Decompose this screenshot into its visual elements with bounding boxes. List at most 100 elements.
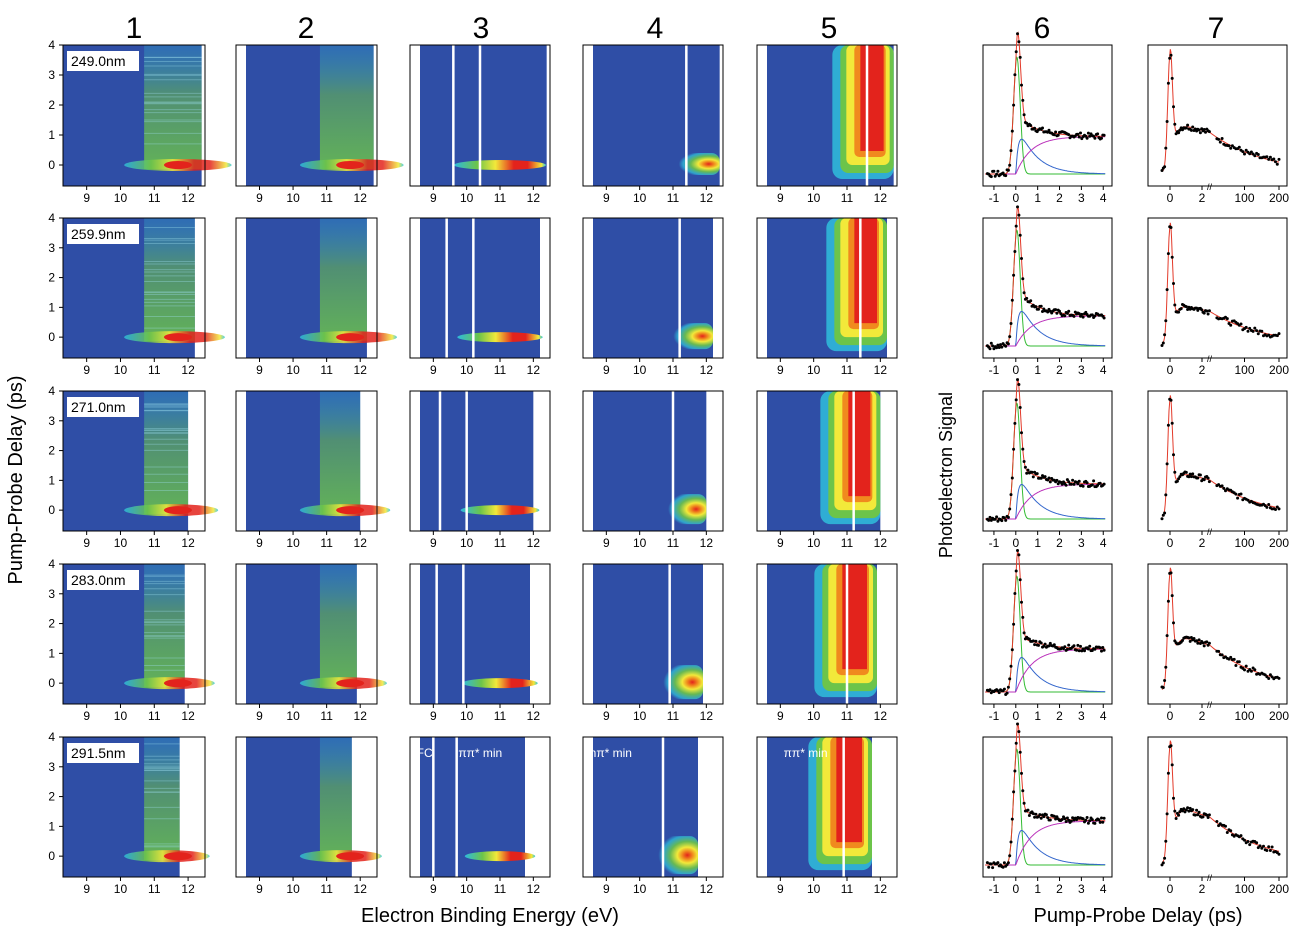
data-point <box>1001 865 1005 869</box>
y-tick-label: 2 <box>48 444 55 458</box>
data-point <box>1065 816 1069 820</box>
x-tick-label: 11 <box>841 363 854 377</box>
data-point <box>1206 312 1210 316</box>
data-point <box>1018 750 1022 754</box>
data-point <box>995 515 999 519</box>
data-point <box>1172 282 1175 285</box>
data-point <box>1206 816 1210 819</box>
y-tick-label: 3 <box>48 760 55 774</box>
zero-delay-band <box>454 160 546 170</box>
x-tick-label: 10 <box>286 363 300 377</box>
data-point <box>1012 103 1016 107</box>
data-point <box>1248 843 1252 847</box>
x-tick-label: 0 <box>1012 882 1019 896</box>
data-point <box>1052 133 1056 137</box>
x-tick-label: 100 <box>1234 191 1254 205</box>
panel-frame <box>409 563 551 705</box>
data-point <box>1084 818 1088 822</box>
data-point <box>1075 648 1079 652</box>
data-point <box>1046 816 1050 820</box>
y-tick-label: 2 <box>48 271 55 285</box>
map-panel-r5-c2: 9 10 11 12 <box>235 736 382 896</box>
panel-frame <box>1147 44 1288 187</box>
data-point <box>1166 423 1170 427</box>
data-point <box>1018 406 1022 409</box>
data-point <box>1071 816 1075 820</box>
panel-frame <box>62 736 206 878</box>
data-point <box>1010 298 1014 302</box>
x-tick-label: 11 <box>494 709 507 723</box>
data-point <box>1064 483 1068 487</box>
npi-min-label: nπ* min <box>590 746 632 760</box>
peak-spot <box>336 161 365 169</box>
transient-panel-r1-c7: // 0 2 100 200 <box>1147 44 1289 205</box>
panel-frame <box>409 217 551 359</box>
data-point <box>1205 309 1209 313</box>
data-point <box>988 347 992 351</box>
data-point <box>1187 636 1191 640</box>
data-point <box>1102 316 1106 320</box>
panel-frame <box>756 563 898 705</box>
data-point <box>1207 130 1211 134</box>
data-point <box>1079 131 1082 135</box>
panel-frame <box>409 390 551 532</box>
data-point <box>1100 649 1103 653</box>
data-point <box>1217 137 1221 141</box>
data-point <box>1047 128 1051 132</box>
y-tick-label: 1 <box>48 819 55 833</box>
data-point <box>1170 763 1174 767</box>
x-tick-label: 12 <box>700 536 714 550</box>
wavelength-box <box>67 51 139 71</box>
data-point <box>1017 40 1021 44</box>
data-point <box>1164 839 1168 843</box>
data-point <box>1187 475 1191 479</box>
data-point <box>1010 648 1014 652</box>
data-point <box>1008 507 1012 511</box>
data-point <box>996 343 1000 347</box>
data-point <box>1076 482 1080 486</box>
panel-frame <box>582 563 724 705</box>
data-point <box>1222 486 1226 490</box>
zero-delay-band <box>462 678 538 689</box>
wavelength-label: 283.0nm <box>71 572 125 588</box>
data-point <box>1170 421 1174 425</box>
x-tick-label: 10 <box>633 882 647 896</box>
data-point <box>987 865 991 869</box>
x-tick-label: 100 <box>1234 363 1254 377</box>
data-point <box>993 517 997 521</box>
data-point <box>1088 134 1092 138</box>
data-point <box>1170 255 1174 259</box>
pipi-min-label: ππ* min <box>458 746 502 760</box>
state-band <box>664 323 713 350</box>
panel-frame <box>62 563 206 705</box>
data-point <box>1025 471 1029 475</box>
y-tick-label: 1 <box>48 646 55 660</box>
x-tick-label: 0 <box>1012 709 1019 723</box>
data-point <box>1220 653 1224 657</box>
data-point <box>1102 648 1106 652</box>
x-tick-label: 12 <box>354 709 368 723</box>
data-point <box>1043 642 1047 646</box>
x-tick-label: 2 <box>1199 363 1206 377</box>
x-tick-label: 9 <box>430 363 437 377</box>
data-point <box>1267 503 1271 506</box>
panel-frame <box>1147 736 1288 878</box>
x-tick-label: 10 <box>114 363 128 377</box>
data-point <box>1080 312 1084 316</box>
data-point <box>1277 332 1281 336</box>
data-point <box>1072 482 1076 486</box>
x-tick-label: 9 <box>256 709 263 723</box>
data-point <box>1097 818 1101 822</box>
data-point <box>1085 136 1089 140</box>
transient-panel-r3-c6: -1 0 1 2 3 4 <box>982 377 1113 550</box>
data-point <box>1165 812 1169 816</box>
data-point <box>1102 482 1106 486</box>
data-point <box>1016 205 1019 209</box>
x-tick-label: 1 <box>1034 709 1041 723</box>
data-point <box>1215 820 1219 823</box>
data-point <box>999 343 1002 347</box>
data-point <box>1008 677 1012 681</box>
data-point <box>1043 475 1047 479</box>
data-point <box>1035 472 1039 476</box>
